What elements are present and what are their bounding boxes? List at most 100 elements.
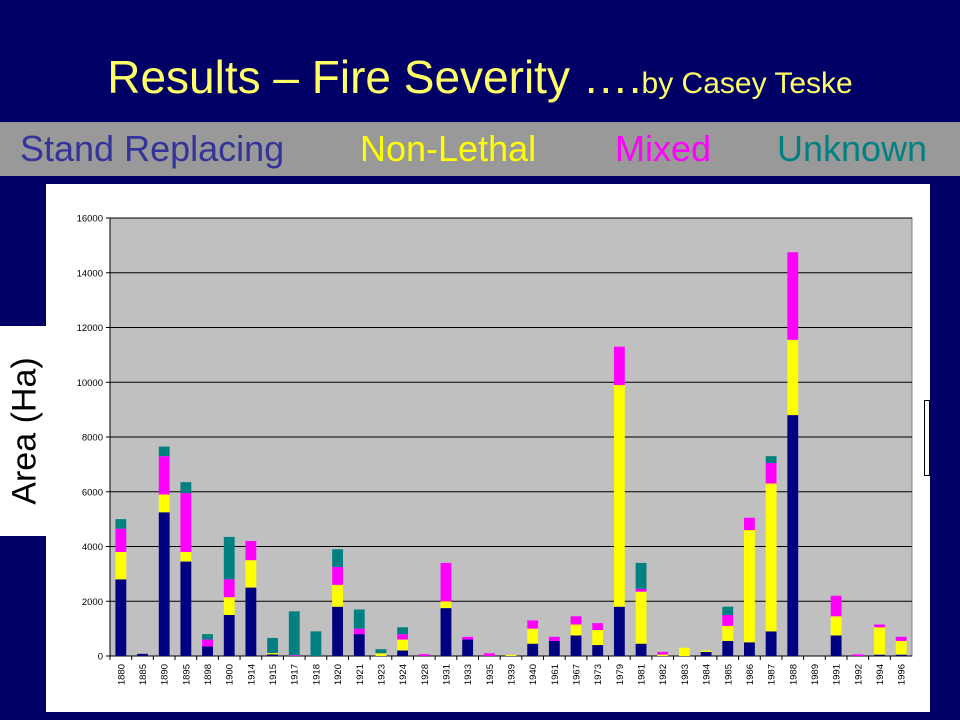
- bar-segment-1880-series-0: [115, 579, 127, 656]
- bar-segment-1933-series-2: [462, 636, 474, 640]
- y-tick-label: 10000: [77, 378, 103, 389]
- y-tick-label: 14000: [77, 268, 103, 279]
- bar-segment-1967-series-1: [570, 624, 582, 636]
- bar-segment-1981-series-1: [635, 591, 647, 644]
- bar-segment-1917-series-2: [288, 655, 300, 656]
- bar-segment-1900-series-0: [223, 614, 235, 656]
- bar-segment-1988-series-0: [787, 415, 799, 656]
- legend-stand-replacing: Stand Replacing: [20, 128, 285, 169]
- bar-segment-1987-series-2: [765, 463, 777, 484]
- bar-segment-1967-series-0: [570, 635, 582, 656]
- bar-segment-1931-series-1: [440, 601, 452, 609]
- bar-segment-1914-series-2: [245, 541, 257, 561]
- bar-segment-1890-series-3: [158, 446, 170, 457]
- x-tick-label: 1981: [637, 664, 648, 685]
- stacked-bar-chart: 0 2000 4000 6000 8000 10000 12000 14000 16000 188…: [77, 214, 913, 685]
- bar-segment-1895-series-1: [180, 551, 192, 562]
- bar-segment-1924-series-3: [397, 627, 409, 635]
- bar-segment-1986-series-1: [744, 530, 755, 643]
- x-tick-label: 1988: [788, 664, 799, 685]
- bar-segment-1985-series-3: [722, 606, 734, 615]
- bar-segment-1939-series-1: [505, 654, 517, 656]
- bar-segment-1924-series-1: [397, 639, 409, 651]
- bar-segment-1994-series-0: [874, 654, 885, 656]
- bar-segment-1940-series-2: [527, 620, 539, 629]
- x-tick-label: 1985: [723, 664, 734, 685]
- y-tick-label: 0: [98, 652, 103, 663]
- x-tick-label: 1890: [160, 664, 171, 685]
- x-tick-label: 1928: [420, 664, 431, 685]
- x-tick-label: 1921: [355, 664, 366, 685]
- bar-segment-1898-series-0: [202, 646, 213, 656]
- bar-segment-1967-series-2: [570, 616, 582, 625]
- bar-segment-1982-series-1: [657, 654, 669, 656]
- chart-panel: 0 2000 4000 6000 8000 10000 12000 14000 16000 188…: [46, 184, 930, 712]
- bar-segment-1986-series-2: [744, 517, 755, 531]
- bar-segment-1924-series-0: [397, 650, 409, 656]
- x-tick-label: 1983: [680, 664, 691, 685]
- bar-segment-1996-series-2: [895, 636, 907, 641]
- bar-segment-1917-series-3: [288, 611, 300, 656]
- x-tick-label: 1933: [463, 664, 474, 685]
- bar-segment-1890-series-0: [158, 512, 170, 656]
- bar-segment-1920-series-0: [332, 606, 344, 656]
- slide-title: Results – Fire Severity ….by Casey Teske: [0, 50, 960, 104]
- bar-segment-1987-series-1: [765, 483, 777, 632]
- x-tick-label: 1992: [853, 664, 864, 685]
- bar-segment-1986-series-0: [744, 642, 755, 656]
- bar-segment-1982-series-2: [657, 651, 669, 655]
- chart-legend-edge: [924, 400, 930, 476]
- x-tick-label: 1931: [441, 664, 452, 685]
- bar-segment-1987-series-3: [765, 456, 777, 464]
- bar-segment-1880-series-3: [115, 519, 127, 529]
- x-tick-label: 1885: [138, 664, 149, 685]
- bar-segment-1900-series-2: [223, 579, 235, 598]
- bar-segment-1991-series-2: [830, 595, 842, 617]
- x-tick-label: 1939: [507, 664, 518, 685]
- bar-segment-1890-series-2: [158, 456, 170, 495]
- bar-segment-1920-series-1: [332, 584, 344, 607]
- bar-segment-1994-series-1: [874, 627, 885, 655]
- bar-segment-1981-series-0: [635, 643, 647, 656]
- bar-segment-1885-series-0: [137, 653, 148, 656]
- bar-segment-1933-series-0: [462, 639, 474, 656]
- legend-non-lethal: Non-Lethal: [360, 128, 537, 169]
- x-tick-label: 1986: [745, 664, 756, 685]
- legend-mixed: Mixed: [615, 128, 712, 169]
- bar-segment-1991-series-0: [830, 635, 842, 656]
- bar-segment-1921-series-0: [353, 634, 365, 656]
- bar-segment-1880-series-1: [115, 551, 127, 580]
- y-tick-label: 8000: [82, 433, 103, 444]
- bar-segment-1984-series-1: [700, 650, 712, 652]
- bar-segment-1973-series-2: [592, 623, 604, 630]
- x-tick-label: 1923: [376, 664, 387, 685]
- bar-segment-1984-series-0: [700, 651, 712, 656]
- x-tick-label: 1996: [897, 664, 908, 685]
- bar-segment-1931-series-0: [440, 608, 452, 656]
- x-tick-label: 1915: [268, 664, 279, 685]
- bar-segment-1900-series-1: [223, 597, 235, 615]
- bar-segment-1983-series-1: [678, 647, 690, 656]
- y-axis-label: Area (Ha): [5, 357, 44, 505]
- x-tick-label: 1898: [203, 664, 214, 685]
- x-tick-label: 1924: [398, 664, 409, 685]
- bar-segment-1940-series-1: [527, 628, 539, 644]
- x-tick-label: 1918: [311, 664, 322, 685]
- bar-segment-1988-series-1: [787, 339, 799, 416]
- bar-segment-1914-series-0: [245, 587, 257, 656]
- x-tick-label: 1935: [485, 664, 496, 685]
- bar-segment-1992-series-2: [852, 654, 864, 656]
- bar-segment-1898-series-2: [202, 639, 213, 647]
- bar-segment-1981-series-3: [635, 562, 647, 589]
- x-tick-label: 1940: [528, 664, 539, 685]
- bar-segment-1961-series-2: [548, 636, 560, 641]
- bar-segment-1973-series-0: [592, 645, 604, 656]
- legend-unknown: Unknown: [777, 128, 928, 169]
- bar-segment-1923-series-3: [375, 649, 387, 654]
- title-main: Results – Fire Severity ….: [107, 51, 642, 103]
- x-tick-label: 1973: [593, 664, 604, 685]
- bar-segment-1979-series-1: [613, 384, 625, 607]
- bar-segment-1994-series-2: [874, 624, 885, 628]
- bar-segment-1981-series-2: [635, 588, 647, 592]
- bar-segment-1985-series-0: [722, 640, 734, 656]
